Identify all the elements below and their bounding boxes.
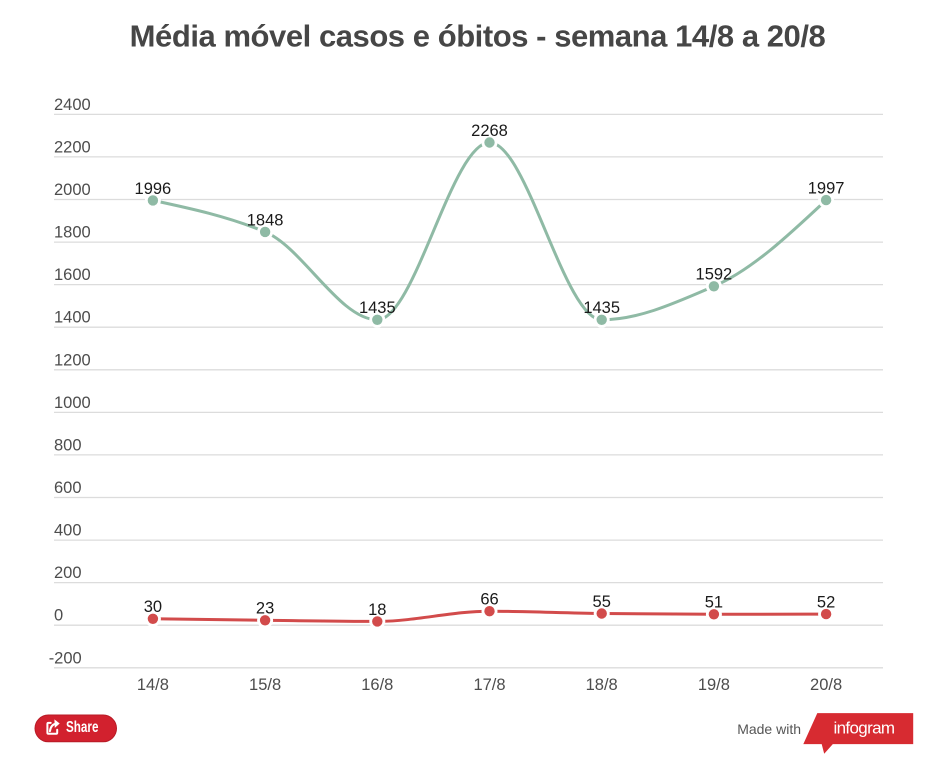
svg-text:2200: 2200 — [54, 138, 91, 156]
svg-text:1800: 1800 — [54, 224, 91, 242]
svg-text:0: 0 — [54, 607, 63, 625]
svg-text:1592: 1592 — [696, 266, 733, 284]
svg-text:19/8: 19/8 — [698, 676, 730, 694]
svg-text:1848: 1848 — [247, 211, 284, 229]
svg-text:infogram: infogram — [834, 719, 895, 738]
svg-text:1996: 1996 — [135, 180, 172, 198]
svg-text:1600: 1600 — [54, 266, 91, 284]
svg-text:66: 66 — [480, 591, 498, 609]
svg-text:20/8: 20/8 — [810, 676, 842, 694]
svg-text:1000: 1000 — [54, 394, 91, 412]
svg-text:52: 52 — [817, 594, 835, 612]
svg-text:600: 600 — [54, 479, 82, 497]
svg-text:200: 200 — [54, 564, 82, 582]
svg-text:51: 51 — [705, 594, 723, 612]
svg-text:Share: Share — [66, 717, 99, 735]
svg-text:30: 30 — [144, 598, 162, 616]
svg-text:18/8: 18/8 — [586, 676, 618, 694]
svg-text:800: 800 — [54, 436, 82, 454]
svg-text:Made with: Made with — [737, 721, 801, 737]
svg-text:2400: 2400 — [54, 96, 91, 114]
svg-text:55: 55 — [593, 593, 611, 611]
svg-text:18: 18 — [368, 601, 386, 619]
svg-text:-200: -200 — [49, 649, 82, 667]
svg-text:2000: 2000 — [54, 181, 91, 199]
svg-text:14/8: 14/8 — [137, 676, 169, 694]
svg-text:1400: 1400 — [54, 309, 91, 327]
svg-text:1435: 1435 — [583, 299, 620, 317]
svg-text:1435: 1435 — [359, 299, 396, 317]
svg-text:2268: 2268 — [471, 122, 508, 140]
svg-text:1200: 1200 — [54, 351, 91, 369]
svg-text:16/8: 16/8 — [361, 676, 393, 694]
svg-text:15/8: 15/8 — [249, 676, 281, 694]
svg-text:17/8: 17/8 — [473, 676, 505, 694]
svg-text:23: 23 — [256, 600, 274, 618]
svg-text:Média móvel casos e óbitos - s: Média móvel casos e óbitos - semana 14/8… — [130, 19, 826, 54]
svg-text:1997: 1997 — [808, 180, 845, 198]
svg-text:400: 400 — [54, 522, 82, 540]
